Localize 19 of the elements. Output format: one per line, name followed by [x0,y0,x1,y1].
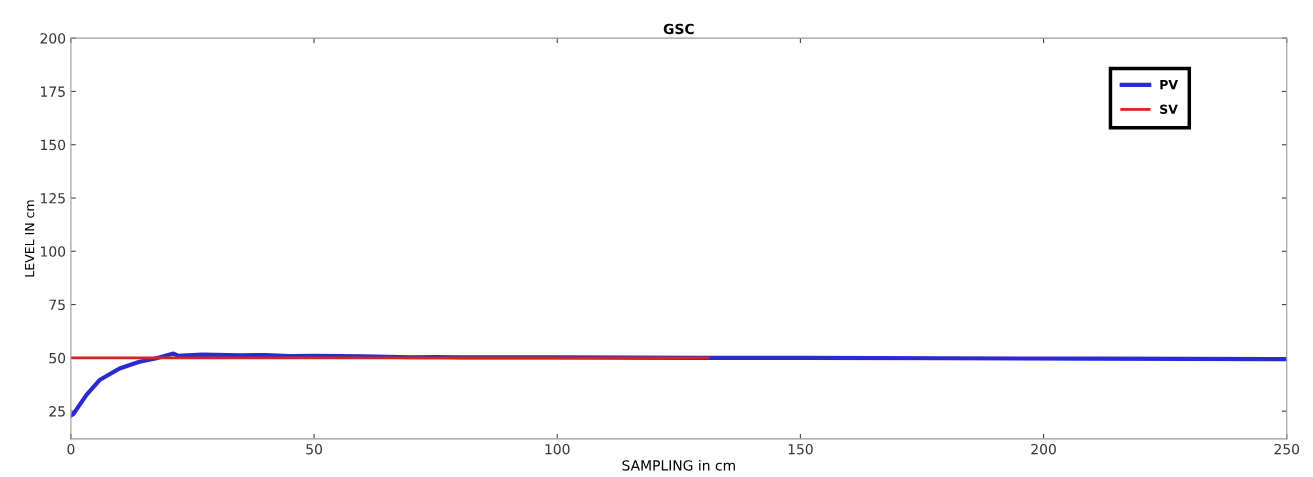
legend-label: PV [1160,80,1178,90]
legend-label: SV [1160,104,1178,114]
y-tick-label: 25 [49,406,65,417]
x-tick-label: 250 [1274,443,1300,455]
y-tick-label: 75 [49,299,65,311]
x-tick-label: 150 [788,443,813,455]
x-tick-label: 50 [306,443,322,455]
y-tick-label: 200 [40,33,66,44]
y-tick-label: 100 [41,246,66,257]
x-tick-label: 200 [1031,443,1056,455]
y-tick-label: 50 [49,352,66,364]
x-axis-title: SAMPLING in cm [622,459,735,471]
y-axis-title: LEVEL IN cm [25,200,35,277]
y-tick-label: 175 [41,86,65,97]
y-tick-label: 125 [41,192,65,204]
y-tick-label: 150 [41,139,66,151]
x-tick-label: 0 [67,443,75,455]
chart-title: GSC [663,23,694,35]
x-tick-label: 100 [545,443,570,455]
